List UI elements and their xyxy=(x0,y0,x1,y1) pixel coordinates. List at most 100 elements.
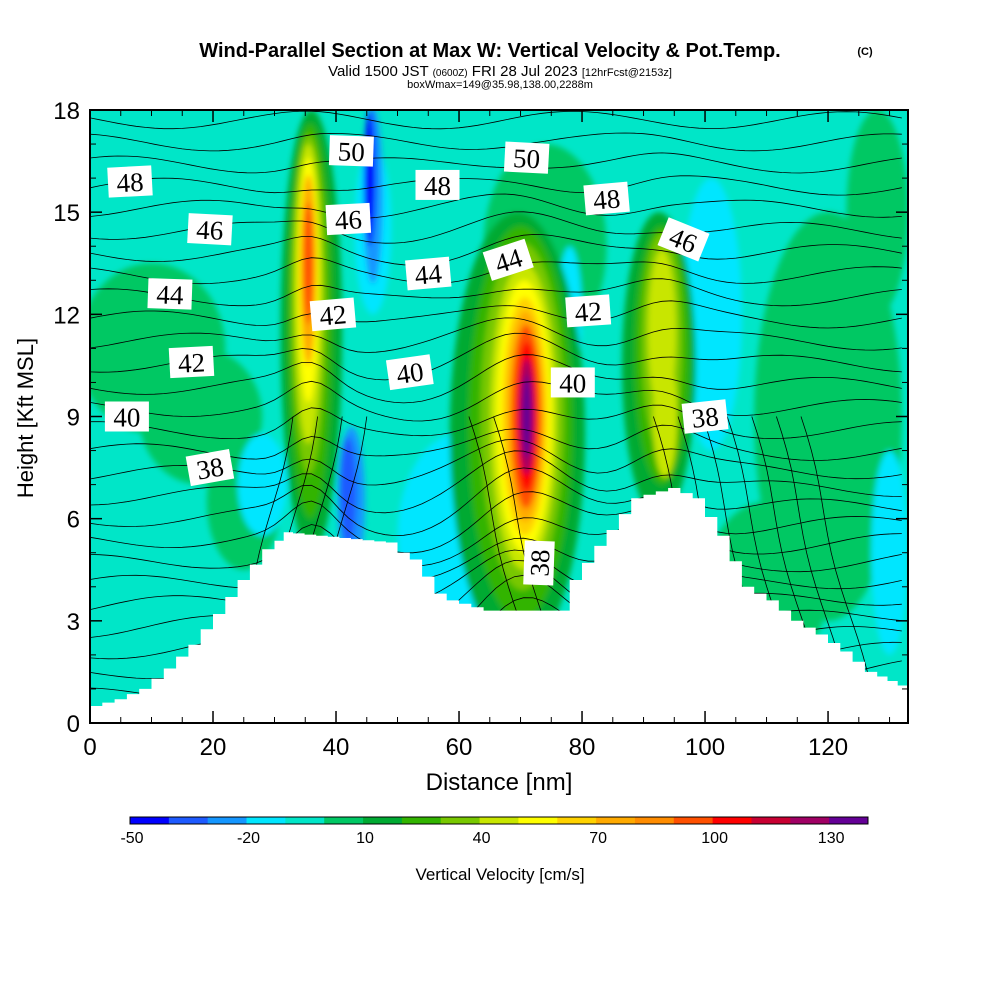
theta-contour xyxy=(90,152,902,174)
theta-contour xyxy=(90,517,902,569)
downdraft-core xyxy=(340,436,357,546)
updraft-core xyxy=(652,355,678,478)
x-axis-label: Distance [nm] xyxy=(426,769,573,796)
colorbar-swatch xyxy=(285,817,325,824)
theta-contour xyxy=(90,110,902,130)
theta-contour xyxy=(90,175,902,196)
theta-label-box xyxy=(107,165,153,198)
theta-label: 40 xyxy=(385,354,434,391)
theta-label-box xyxy=(503,141,550,174)
theta-label-text: 50 xyxy=(512,143,541,174)
theta-contour xyxy=(90,193,902,219)
colorbar-tick-label: 40 xyxy=(473,830,491,847)
theta-contour xyxy=(90,234,902,266)
theta-label-box xyxy=(523,540,555,586)
theta-label-text: 42 xyxy=(318,299,348,331)
colorbar-tick-label: 130 xyxy=(818,830,845,847)
y-tick-label: 3 xyxy=(67,609,80,636)
colorbar-swatch xyxy=(673,817,714,824)
x-tick-label: 120 xyxy=(808,734,848,761)
valid-utc: (0600Z) xyxy=(433,68,468,79)
colorbar-tick-label: 10 xyxy=(356,830,374,847)
colorbar-tick-label: 70 xyxy=(589,830,607,847)
theta-label-text: 50 xyxy=(337,136,365,167)
theta-label-box xyxy=(185,448,235,487)
theta-contour xyxy=(90,491,902,554)
theta-label-text: 40 xyxy=(559,368,586,398)
theta-label: 42 xyxy=(309,297,357,332)
chart-title: Wind-Parallel Section at Max W: Vertical… xyxy=(199,40,780,62)
theta-contour xyxy=(90,90,902,107)
theta-label-text: 48 xyxy=(424,171,451,201)
theta-label-text: 42 xyxy=(574,296,603,328)
theta-label-box xyxy=(657,217,710,262)
theta-label-box xyxy=(328,135,374,167)
colorbar-tick-label: -50 xyxy=(120,830,143,847)
theta-label-text: 46 xyxy=(196,215,225,246)
y-tick-label: 9 xyxy=(67,405,80,432)
valid-jst: Valid 1500 JST xyxy=(328,63,428,80)
colorbar-label: Vertical Velocity [cm/s] xyxy=(415,865,584,884)
theta-label-text: 44 xyxy=(414,258,444,290)
theta-label-box xyxy=(405,256,452,291)
theta-contour xyxy=(90,332,902,381)
x-tick-label: 100 xyxy=(685,734,725,761)
theta-label: 42 xyxy=(565,294,612,328)
copyright-mark: (C) xyxy=(857,46,873,58)
theta-label-text: 40 xyxy=(113,403,140,433)
theta-label-box xyxy=(482,238,534,281)
theta-label-text: 38 xyxy=(690,401,720,434)
colorbar-tick-label: 100 xyxy=(701,830,728,847)
theta-contour xyxy=(90,278,902,307)
theta-label-box xyxy=(583,181,630,216)
colorbar-swatch xyxy=(596,817,636,824)
downdraft-region xyxy=(237,433,287,536)
colorbar-swatch xyxy=(401,817,442,824)
theta-label-box xyxy=(309,297,357,332)
theta-label: 46 xyxy=(187,213,233,246)
y-tick-label: 15 xyxy=(53,200,80,227)
theta-label-text: 48 xyxy=(592,183,622,215)
theta-label-box xyxy=(325,202,372,236)
colorbar-swatch xyxy=(790,817,830,824)
downdraft-region xyxy=(871,450,908,655)
theta-label-text: 38 xyxy=(194,451,226,485)
field-patch xyxy=(846,110,908,315)
colorbar-swatch xyxy=(246,817,286,824)
y-tick-label: 0 xyxy=(67,711,80,738)
y-tick-label: 6 xyxy=(67,507,80,534)
colorbar-swatch xyxy=(440,817,481,824)
theta-label-box xyxy=(681,399,729,434)
x-tick-label: 80 xyxy=(569,734,596,761)
theta-label-text: 42 xyxy=(177,347,206,378)
colorbar-swatch xyxy=(712,817,752,824)
forecast-info: [12hrFcst@2153z] xyxy=(582,67,672,79)
theta-label: 48 xyxy=(107,165,153,198)
theta-label: 50 xyxy=(503,141,550,174)
theta-label-text: 38 xyxy=(525,549,556,577)
theta-label: 40 xyxy=(550,367,595,398)
colorbar-swatch xyxy=(363,817,403,824)
y-tick-label: 18 xyxy=(53,98,80,125)
colorbar-swatch xyxy=(634,817,675,824)
x-tick-label: 20 xyxy=(200,734,227,761)
theta-label: 46 xyxy=(325,202,372,236)
colorbar-swatch xyxy=(518,817,558,824)
colorbar-swatch xyxy=(557,817,597,824)
theta-contour xyxy=(90,317,902,353)
theta-label: 50 xyxy=(328,135,374,167)
colorbar-swatch xyxy=(207,817,248,824)
theta-label: 44 xyxy=(405,256,452,291)
theta-label: 48 xyxy=(583,181,630,216)
theta-label-box xyxy=(415,169,460,200)
valid-date: FRI 28 Jul 2023 xyxy=(472,63,578,80)
theta-contour xyxy=(90,467,902,537)
colorbar-swatch xyxy=(324,817,364,824)
x-tick-label: 40 xyxy=(323,734,350,761)
theta-contour xyxy=(90,532,902,589)
colorbar-frame xyxy=(129,816,869,825)
theta-label: 42 xyxy=(168,345,215,379)
updraft-core xyxy=(522,375,531,458)
